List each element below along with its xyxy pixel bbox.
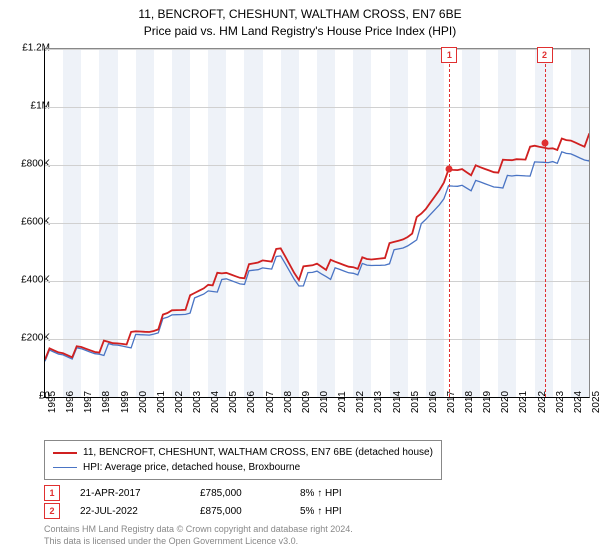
x-axis-label: 1995 — [47, 391, 58, 413]
x-axis-label: 2025 — [591, 391, 600, 413]
sale-marker-line — [545, 49, 546, 397]
sale-marker-dot — [541, 140, 548, 147]
x-axis-label: 2020 — [500, 391, 511, 413]
legend-label-hpi: HPI: Average price, detached house, Brox… — [83, 460, 300, 475]
x-axis-label: 2009 — [301, 391, 312, 413]
footer-line1: Contains HM Land Registry data © Crown c… — [44, 524, 353, 536]
series-line-subject — [45, 134, 589, 359]
legend-swatch-subject — [53, 452, 77, 454]
x-axis-label: 2010 — [319, 391, 330, 413]
chart-title: 11, BENCROFT, CHESHUNT, WALTHAM CROSS, E… — [0, 0, 600, 40]
x-axis-label: 2000 — [138, 391, 149, 413]
x-axis-label: 2015 — [410, 391, 421, 413]
x-axis-label: 2001 — [156, 391, 167, 413]
sale-date-1: 21-APR-2017 — [80, 488, 200, 499]
x-axis-label: 1998 — [101, 391, 112, 413]
x-axis-label: 2019 — [482, 391, 493, 413]
sale-marker-2: 2 — [44, 503, 60, 519]
x-axis-label: 2012 — [355, 391, 366, 413]
title-line1: 11, BENCROFT, CHESHUNT, WALTHAM CROSS, E… — [0, 6, 600, 23]
x-axis-label: 2005 — [228, 391, 239, 413]
sale-marker-box: 1 — [441, 47, 457, 63]
sale-delta-2: 5% ↑ HPI — [300, 506, 380, 517]
x-axis-label: 2024 — [573, 391, 584, 413]
x-axis-label: 2008 — [283, 391, 294, 413]
sale-delta-1: 8% ↑ HPI — [300, 488, 380, 499]
x-axis-label: 2004 — [210, 391, 221, 413]
sales-table: 1 21-APR-2017 £785,000 8% ↑ HPI 2 22-JUL… — [44, 484, 380, 520]
sale-marker-line — [449, 49, 450, 397]
series-line-hpi — [45, 150, 589, 361]
sale-price-1: £785,000 — [200, 488, 300, 499]
x-axis-label: 2023 — [555, 391, 566, 413]
sale-date-2: 22-JUL-2022 — [80, 506, 200, 517]
x-axis-label: 2016 — [428, 391, 439, 413]
title-line2: Price paid vs. HM Land Registry's House … — [0, 23, 600, 40]
legend-label-subject: 11, BENCROFT, CHESHUNT, WALTHAM CROSS, E… — [83, 445, 433, 460]
x-axis-label: 2018 — [464, 391, 475, 413]
x-axis-label: 2013 — [373, 391, 384, 413]
sale-row-2: 2 22-JUL-2022 £875,000 5% ↑ HPI — [44, 502, 380, 520]
x-axis-label: 2017 — [446, 391, 457, 413]
sale-price-2: £875,000 — [200, 506, 300, 517]
sale-marker-1: 1 — [44, 485, 60, 501]
x-axis-label: 2011 — [337, 391, 348, 413]
legend-row-hpi: HPI: Average price, detached house, Brox… — [53, 460, 433, 475]
x-axis-label: 2021 — [518, 391, 529, 413]
x-axis-label: 1999 — [120, 391, 131, 413]
x-axis-label: 2022 — [537, 391, 548, 413]
legend-swatch-hpi — [53, 467, 77, 468]
legend-row-subject: 11, BENCROFT, CHESHUNT, WALTHAM CROSS, E… — [53, 445, 433, 460]
x-axis-label: 2002 — [174, 391, 185, 413]
sale-marker-box: 2 — [537, 47, 553, 63]
x-axis-label: 2014 — [392, 391, 403, 413]
sale-marker-dot — [446, 166, 453, 173]
x-axis-label: 1996 — [65, 391, 76, 413]
footer-line2: This data is licensed under the Open Gov… — [44, 536, 353, 548]
x-axis-label: 2006 — [246, 391, 257, 413]
footer-attribution: Contains HM Land Registry data © Crown c… — [44, 524, 353, 547]
chart-lines — [45, 49, 589, 397]
sale-row-1: 1 21-APR-2017 £785,000 8% ↑ HPI — [44, 484, 380, 502]
x-axis-label: 1997 — [83, 391, 94, 413]
x-axis-label: 2003 — [192, 391, 203, 413]
chart-plot-area: 12 — [44, 48, 590, 398]
legend: 11, BENCROFT, CHESHUNT, WALTHAM CROSS, E… — [44, 440, 442, 480]
x-axis-label: 2007 — [265, 391, 276, 413]
